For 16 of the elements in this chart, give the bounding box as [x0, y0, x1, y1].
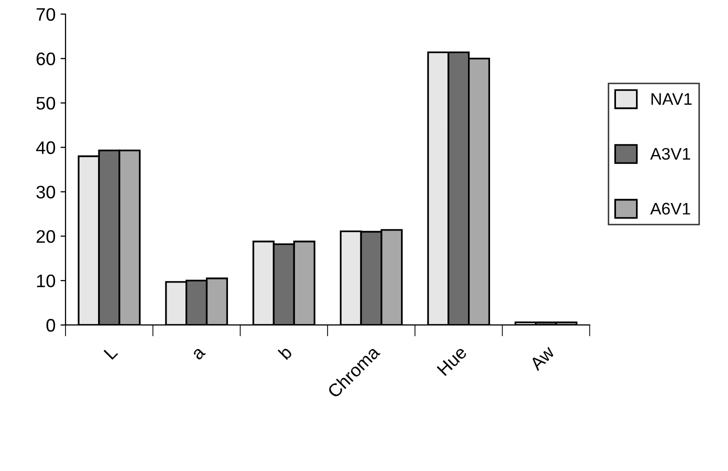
legend-label: A3V1 — [650, 148, 690, 160]
legend-label: NAV1 — [652, 93, 692, 105]
legend-label: A6V1 — [650, 202, 690, 215]
y-tick-label: 10 — [37, 274, 56, 288]
y-tick-label: 50 — [36, 96, 56, 110]
x-tick-label: Aw — [528, 344, 556, 372]
x-tick-label: Hue — [436, 345, 468, 376]
y-tick-label: 0 — [46, 318, 56, 332]
y-tick-label: 60 — [36, 52, 56, 66]
x-tick-label: L — [104, 345, 118, 360]
y-tick-label: 30 — [36, 186, 56, 198]
y-tick-label: 20 — [36, 230, 56, 243]
y-tick-label: 70 — [36, 8, 56, 21]
x-tick-label: a — [192, 346, 206, 360]
x-tick-label: b — [278, 344, 293, 360]
y-tick-label: 40 — [36, 141, 56, 154]
